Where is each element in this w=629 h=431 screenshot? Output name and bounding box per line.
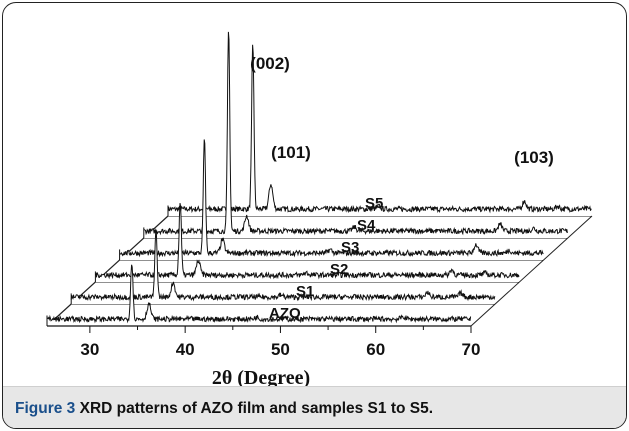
series-line-s2	[94, 203, 520, 280]
peak-annotation: (103)	[514, 148, 554, 167]
x-tick-label-40: 40	[176, 340, 195, 359]
x-tick-label-30: 30	[80, 340, 99, 359]
series-label-azo: AZO	[269, 305, 301, 322]
series-line-s1	[70, 229, 496, 302]
x-tick-label-60: 60	[366, 340, 385, 359]
series-line-azo	[46, 264, 472, 324]
series-label-s4: S4	[357, 217, 376, 234]
series-mask-s5	[168, 44, 592, 216]
series-label-s3: S3	[341, 239, 359, 256]
caption-label: Figure 3	[15, 400, 76, 417]
peak-annotation: (002)	[250, 54, 290, 73]
series-label-s1: S1	[296, 283, 314, 300]
back-right-edge	[470, 215, 593, 327]
figure-caption: Figure 3 XRD patterns of AZO film and sa…	[3, 386, 626, 428]
caption-text: XRD patterns of AZO film and samples S1 …	[79, 400, 434, 417]
series-line-s4	[143, 31, 568, 236]
series-line-s5	[167, 44, 592, 214]
series-label-s5: S5	[365, 195, 383, 212]
x-tick-label-70: 70	[462, 340, 481, 359]
x-tick-label-50: 50	[271, 340, 290, 359]
series-mask-s1	[71, 229, 496, 304]
peak-annotation: (101)	[271, 143, 311, 162]
xrd-waterfall-chart: S5 S4 S3 S2 S1 AZO 30 40 50 60 70 2θ (Degree) (002) (…	[46, 31, 593, 386]
series-label-s2: S2	[330, 261, 348, 278]
series-mask-s4	[143, 31, 568, 239]
series-mask-s3	[119, 139, 544, 260]
series-line-s3	[119, 139, 544, 258]
x-axis-title: 2θ (Degree)	[212, 367, 310, 386]
